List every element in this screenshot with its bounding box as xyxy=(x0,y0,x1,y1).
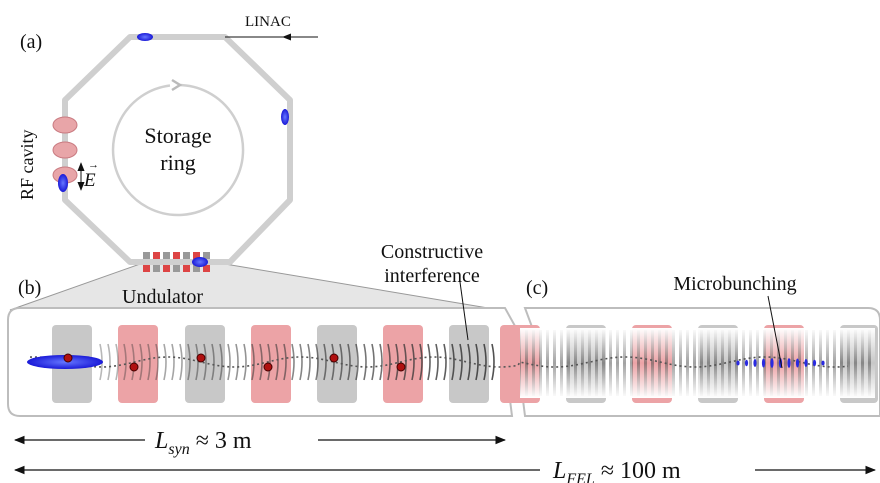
ring-label: ring xyxy=(160,150,195,175)
ring-label: Storage xyxy=(144,123,211,148)
microbunch xyxy=(753,359,756,367)
microbunch xyxy=(770,358,773,368)
microbunch xyxy=(813,360,816,366)
magnet xyxy=(185,325,225,403)
subscript: syn xyxy=(168,441,189,458)
electron xyxy=(397,363,405,371)
field-vector-mark: → xyxy=(88,159,99,171)
interference-label: Constructive xyxy=(381,241,483,263)
microbunch xyxy=(821,361,824,366)
microbunch xyxy=(787,358,790,368)
field-label: E xyxy=(83,170,96,191)
lfel-label: LFEL ≈ 100 m xyxy=(552,458,681,483)
microbunch xyxy=(736,361,739,366)
panel-label: (b) xyxy=(18,277,41,299)
symbol: L xyxy=(552,458,566,483)
linac-label: LINAC xyxy=(245,14,291,30)
rf-cavity-label: RF cavity xyxy=(17,130,37,201)
subscript: FEL xyxy=(565,471,595,483)
undulator-label: Undulator xyxy=(122,286,203,308)
electron xyxy=(264,363,272,371)
relation: ≈ 100 m xyxy=(601,458,681,483)
microbunching-label: Microbunching xyxy=(673,273,796,295)
electron xyxy=(130,363,138,371)
diagram: (a) LINAC RF cavity E → Storage ring (b)… xyxy=(0,0,880,483)
panel-label: (c) xyxy=(526,277,548,299)
electron xyxy=(197,354,205,362)
page: { "panel_a": { "label": "(a)", "linac": … xyxy=(0,0,880,483)
electron xyxy=(330,354,338,362)
interference-label: interference xyxy=(384,265,480,287)
relation: ≈ 3 m xyxy=(196,428,252,454)
electron xyxy=(64,354,72,362)
panel-label: (a) xyxy=(20,31,42,53)
microbunch xyxy=(762,358,765,367)
lsyn-label: Lsyn ≈ 3 m xyxy=(154,428,252,458)
microbunch xyxy=(804,359,807,367)
ring-direction-head xyxy=(172,80,180,90)
magnet xyxy=(449,325,489,403)
magnet xyxy=(317,325,357,403)
microbunch xyxy=(796,358,799,367)
symbol: L xyxy=(154,428,168,454)
microbunch xyxy=(745,360,748,366)
rf-cavity xyxy=(53,117,77,183)
